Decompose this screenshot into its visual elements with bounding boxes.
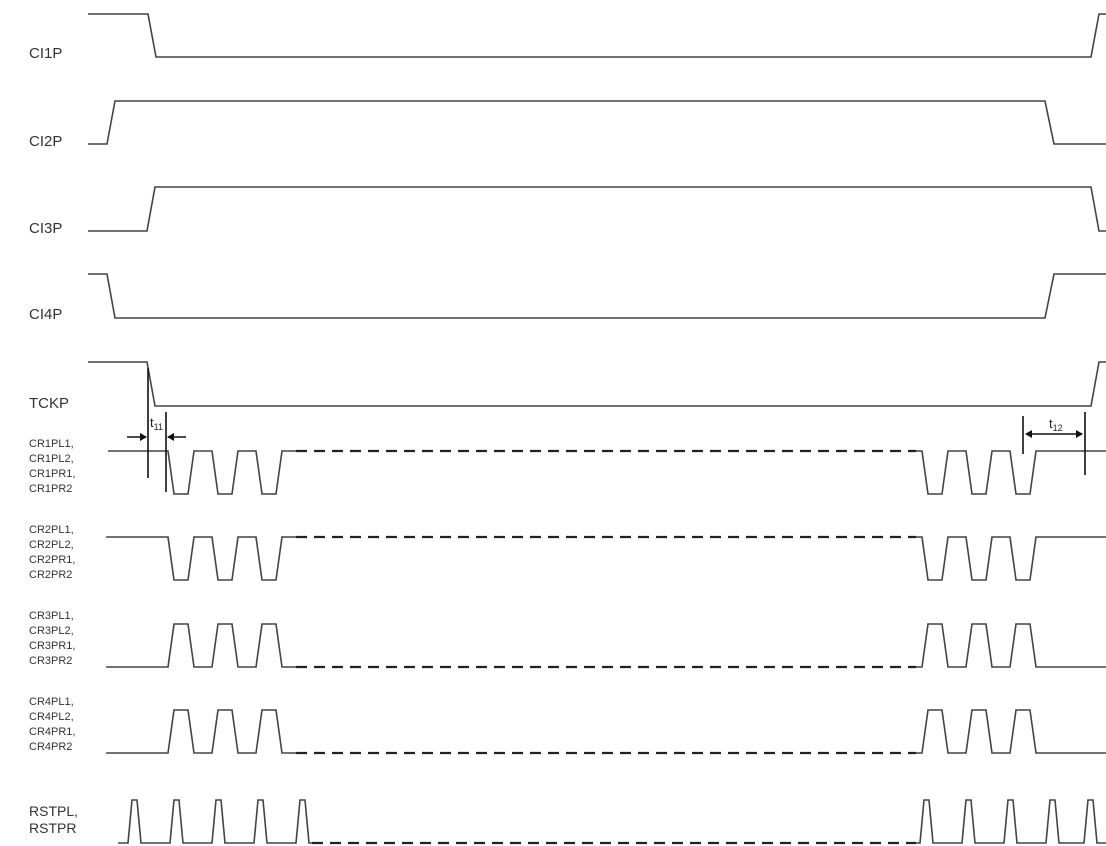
- wave-cr2-right: [916, 536, 1106, 581]
- wave-cr1-left: [108, 450, 296, 495]
- label-rstpr: RSTPR: [29, 820, 77, 836]
- wave-cr2-left: [106, 536, 296, 581]
- label-ci2p: CI2P: [29, 133, 63, 150]
- wave-group-rst: [118, 799, 1106, 845]
- label-cr2pl1: CR2PL1,: [29, 524, 74, 536]
- label-group-cr4: CR4PL1, CR4PL2, CR4PR1, CR4PR2: [29, 695, 75, 755]
- label-ci4p: CI4P: [29, 306, 63, 323]
- label-cr3pl2: CR3PL2,: [29, 625, 74, 637]
- t11-arrowhead-right: [167, 433, 174, 441]
- wave-cr3-left: [106, 623, 296, 668]
- label-group-cr1: CR1PL1, CR1PL2, CR1PR1, CR1PR2: [29, 437, 75, 497]
- wave-ci2p: [88, 100, 1106, 145]
- t11-label: t11: [150, 415, 163, 432]
- wave-tckp: [88, 361, 1106, 407]
- label-ci1p: CI1P: [29, 45, 63, 62]
- label-cr2pr2: CR2PR2: [29, 569, 73, 581]
- label-tckp: TCKP: [29, 395, 70, 412]
- label-cr4pl1: CR4PL1,: [29, 696, 74, 708]
- label-group-cr2: CR2PL1, CR2PL2, CR2PR1, CR2PR2: [29, 523, 75, 583]
- t12-arrowhead-left: [1025, 430, 1032, 438]
- wave-group-cr2: [106, 535, 1106, 581]
- t12-label: t12: [1049, 416, 1063, 433]
- wave-cr1-right: [916, 450, 1106, 495]
- wave-rst-left: [118, 799, 312, 844]
- wave-cr3-right: [916, 623, 1106, 668]
- label-cr1pl1: CR1PL1,: [29, 438, 74, 450]
- label-cr1pr1: CR1PR1,: [29, 468, 76, 480]
- t11-arrowhead-left: [140, 433, 147, 441]
- timing-t11: t11: [127, 368, 186, 492]
- label-group-cr3: CR3PL1, CR3PL2, CR3PR1, CR3PR2: [29, 609, 75, 669]
- label-cr4pl2: CR4PL2,: [29, 711, 74, 723]
- wave-ci1p: [88, 13, 1106, 58]
- wave-group-cr1: [108, 449, 1106, 495]
- label-cr4pr1: CR4PR1,: [29, 726, 76, 738]
- wave-ci3p: [88, 186, 1106, 232]
- wave-ci4p: [88, 273, 1106, 319]
- label-cr4pr2: CR4PR2: [29, 741, 73, 753]
- wave-rst-right: [916, 799, 1106, 844]
- label-cr3pr2: CR3PR2: [29, 655, 73, 667]
- label-cr1pr2: CR1PR2: [29, 483, 73, 495]
- wave-group-cr3: [106, 623, 1106, 669]
- t12-arrowhead-right: [1076, 430, 1083, 438]
- wave-cr4-right: [916, 709, 1106, 754]
- label-ci3p: CI3P: [29, 220, 63, 237]
- label-cr2pl2: CR2PL2,: [29, 539, 74, 551]
- label-cr3pl1: CR3PL1,: [29, 610, 74, 622]
- label-cr2pr1: CR2PR1,: [29, 554, 76, 566]
- wave-group-cr4: [106, 709, 1106, 755]
- timing-t12: t12: [1022, 412, 1086, 475]
- label-cr3pr1: CR3PR1,: [29, 640, 76, 652]
- label-group-rst: RSTPL, RSTPR: [29, 803, 78, 837]
- label-cr1pl2: CR1PL2,: [29, 453, 74, 465]
- wave-cr4-left: [106, 709, 296, 754]
- label-rstpl: RSTPL,: [29, 803, 79, 819]
